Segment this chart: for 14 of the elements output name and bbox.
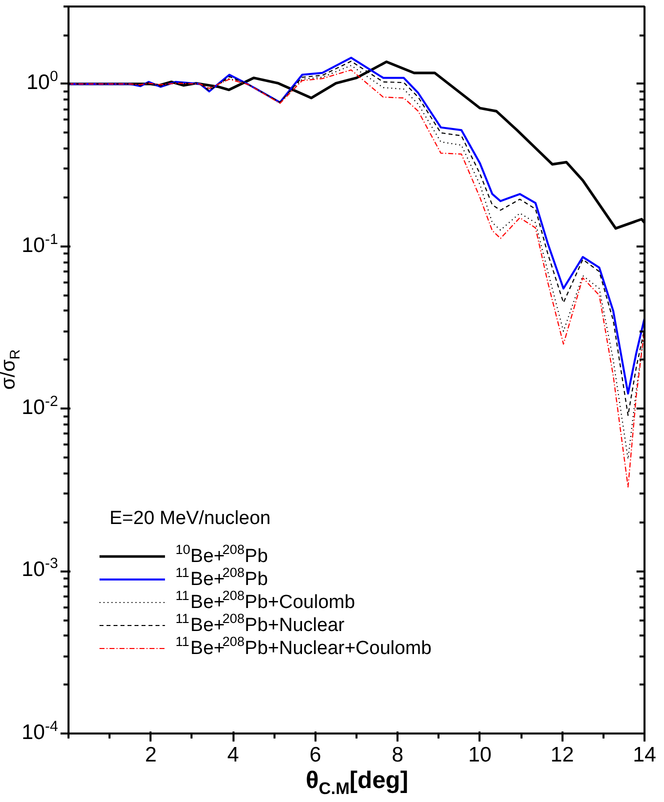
x-tick-label: 8 — [392, 744, 404, 766]
x-tick-label: 6 — [310, 744, 322, 766]
y-tick-label: 10$^{-3}$ — [22, 556, 58, 582]
x-tick-label: 12 — [550, 744, 574, 766]
x-tick-label: 10 — [468, 744, 492, 766]
y-tick-label: 10$^{-2}$ — [22, 394, 58, 420]
x-axis-title: θ$_{C.M}$[deg] — [304, 767, 410, 800]
legend-title: E=20 MeV/nucleon — [110, 508, 271, 529]
x-tick-label: 2 — [144, 744, 157, 766]
x-tick-label: 4 — [227, 744, 240, 766]
y-tick-label: 10$^{-1}$ — [22, 232, 58, 258]
x-tick-label: 14 — [632, 744, 656, 766]
y-tick-label: 10$^{-4}$ — [22, 718, 58, 744]
y-tick-label: 10$^{0}$ — [26, 69, 58, 96]
